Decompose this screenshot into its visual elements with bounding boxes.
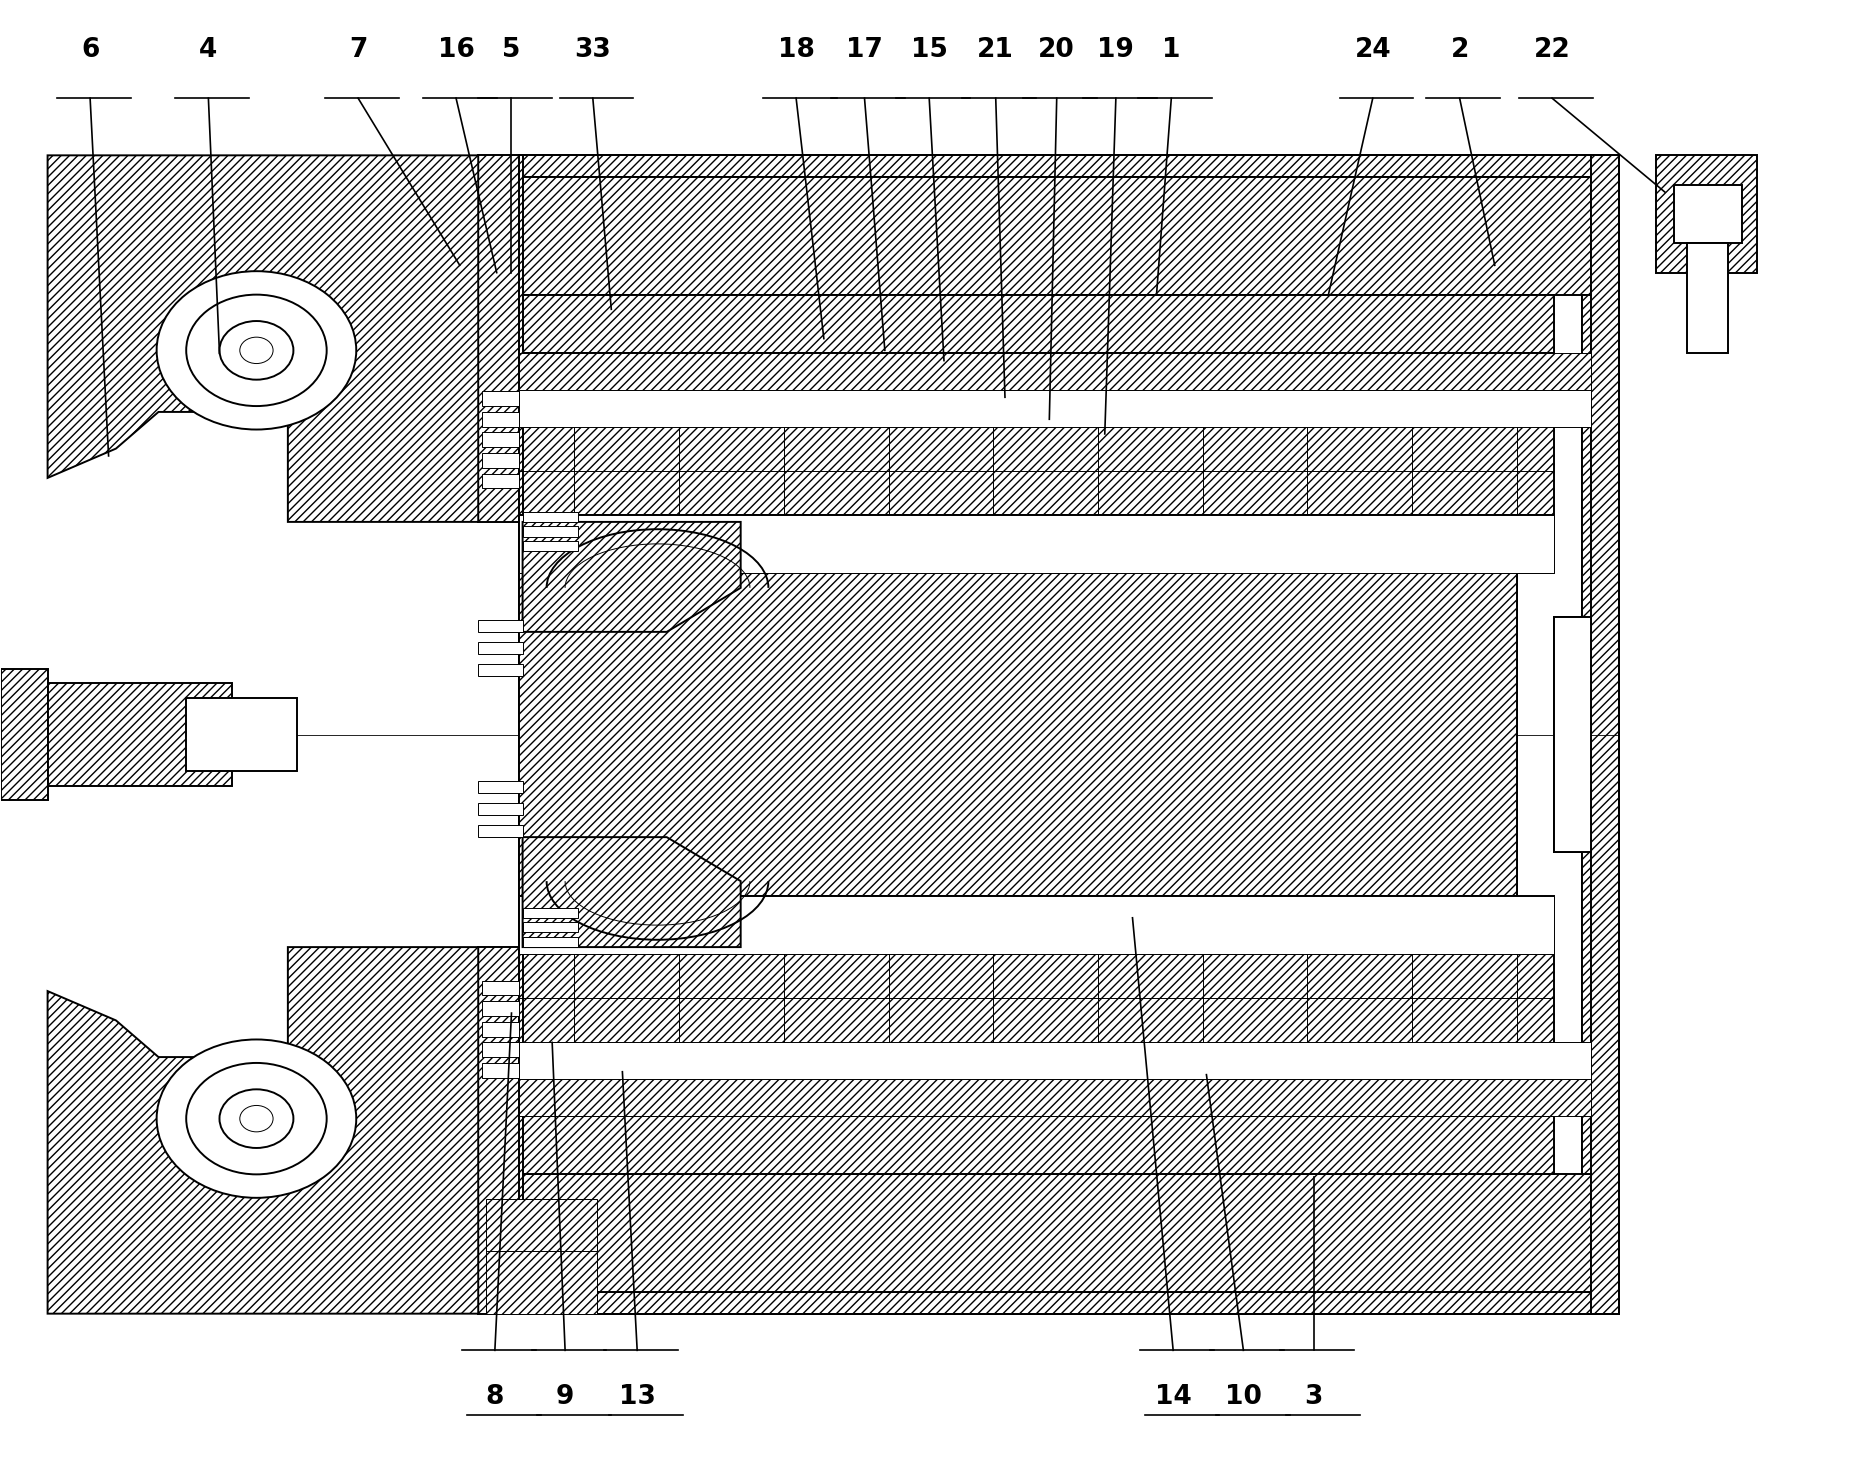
Text: 8: 8 xyxy=(485,1384,503,1410)
Bar xyxy=(522,526,578,536)
Bar xyxy=(485,1250,596,1313)
Text: 20: 20 xyxy=(1038,37,1075,63)
Text: 17: 17 xyxy=(846,37,883,63)
Bar xyxy=(481,411,518,426)
Circle shape xyxy=(241,1106,274,1131)
Bar xyxy=(518,389,1590,426)
Circle shape xyxy=(220,1090,294,1147)
Text: 2: 2 xyxy=(1451,37,1470,63)
Bar xyxy=(481,1022,518,1037)
Bar xyxy=(481,1043,518,1058)
Polygon shape xyxy=(518,178,1590,295)
Polygon shape xyxy=(518,1116,1553,1174)
Bar xyxy=(478,782,522,793)
Bar xyxy=(478,664,522,676)
Bar xyxy=(478,826,522,837)
Polygon shape xyxy=(518,896,1553,955)
Bar xyxy=(485,1199,596,1250)
Bar xyxy=(1686,244,1727,353)
Bar xyxy=(478,642,522,654)
Bar xyxy=(1553,617,1590,852)
Bar xyxy=(478,804,522,815)
Bar xyxy=(187,698,298,771)
Text: 15: 15 xyxy=(911,37,948,63)
Bar xyxy=(1655,156,1757,273)
Circle shape xyxy=(241,338,274,363)
Text: 13: 13 xyxy=(618,1384,655,1410)
Bar xyxy=(48,683,233,786)
Bar xyxy=(481,452,518,467)
Text: 6: 6 xyxy=(81,37,100,63)
Text: 19: 19 xyxy=(1098,37,1135,63)
Bar xyxy=(522,511,578,521)
Polygon shape xyxy=(522,837,740,948)
Circle shape xyxy=(157,1040,355,1197)
Text: 18: 18 xyxy=(777,37,814,63)
Circle shape xyxy=(157,272,355,429)
Text: 3: 3 xyxy=(1305,1384,1323,1410)
Text: 10: 10 xyxy=(1225,1384,1262,1410)
Text: 7: 7 xyxy=(348,37,366,63)
Bar xyxy=(518,353,1590,389)
Bar xyxy=(481,473,518,488)
Text: 9: 9 xyxy=(555,1384,574,1410)
Text: 1: 1 xyxy=(1162,37,1181,63)
Text: 5: 5 xyxy=(502,37,520,63)
Circle shape xyxy=(187,295,326,405)
Bar xyxy=(518,1043,1590,1080)
Bar xyxy=(522,937,578,948)
Polygon shape xyxy=(518,1262,1618,1313)
Text: 22: 22 xyxy=(1534,37,1570,63)
Text: 4: 4 xyxy=(200,37,218,63)
Polygon shape xyxy=(518,1174,1590,1291)
Polygon shape xyxy=(518,955,1553,1116)
Bar xyxy=(481,1002,518,1017)
Bar xyxy=(522,923,578,933)
Polygon shape xyxy=(1553,295,1590,1174)
Circle shape xyxy=(220,322,294,379)
Polygon shape xyxy=(522,521,740,632)
Bar xyxy=(522,908,578,918)
Polygon shape xyxy=(518,156,1618,207)
Text: 33: 33 xyxy=(574,37,611,63)
Bar xyxy=(481,432,518,447)
Polygon shape xyxy=(518,295,1553,353)
Bar xyxy=(2,668,48,801)
Polygon shape xyxy=(478,156,522,1313)
Polygon shape xyxy=(518,573,1518,896)
Text: 21: 21 xyxy=(977,37,1014,63)
Bar xyxy=(481,1064,518,1078)
Text: 16: 16 xyxy=(437,37,474,63)
Text: 24: 24 xyxy=(1355,37,1392,63)
Polygon shape xyxy=(48,156,478,521)
Bar xyxy=(481,981,518,996)
Polygon shape xyxy=(1581,156,1618,1313)
Polygon shape xyxy=(518,353,1553,514)
Bar xyxy=(518,514,1553,573)
Circle shape xyxy=(187,1064,326,1174)
Bar xyxy=(522,541,578,551)
Bar xyxy=(478,620,522,632)
Bar xyxy=(481,391,518,405)
Bar xyxy=(518,1080,1590,1116)
Polygon shape xyxy=(48,948,478,1313)
Polygon shape xyxy=(1673,185,1742,244)
Polygon shape xyxy=(518,514,1553,573)
Text: 14: 14 xyxy=(1155,1384,1192,1410)
Bar xyxy=(518,896,1553,955)
